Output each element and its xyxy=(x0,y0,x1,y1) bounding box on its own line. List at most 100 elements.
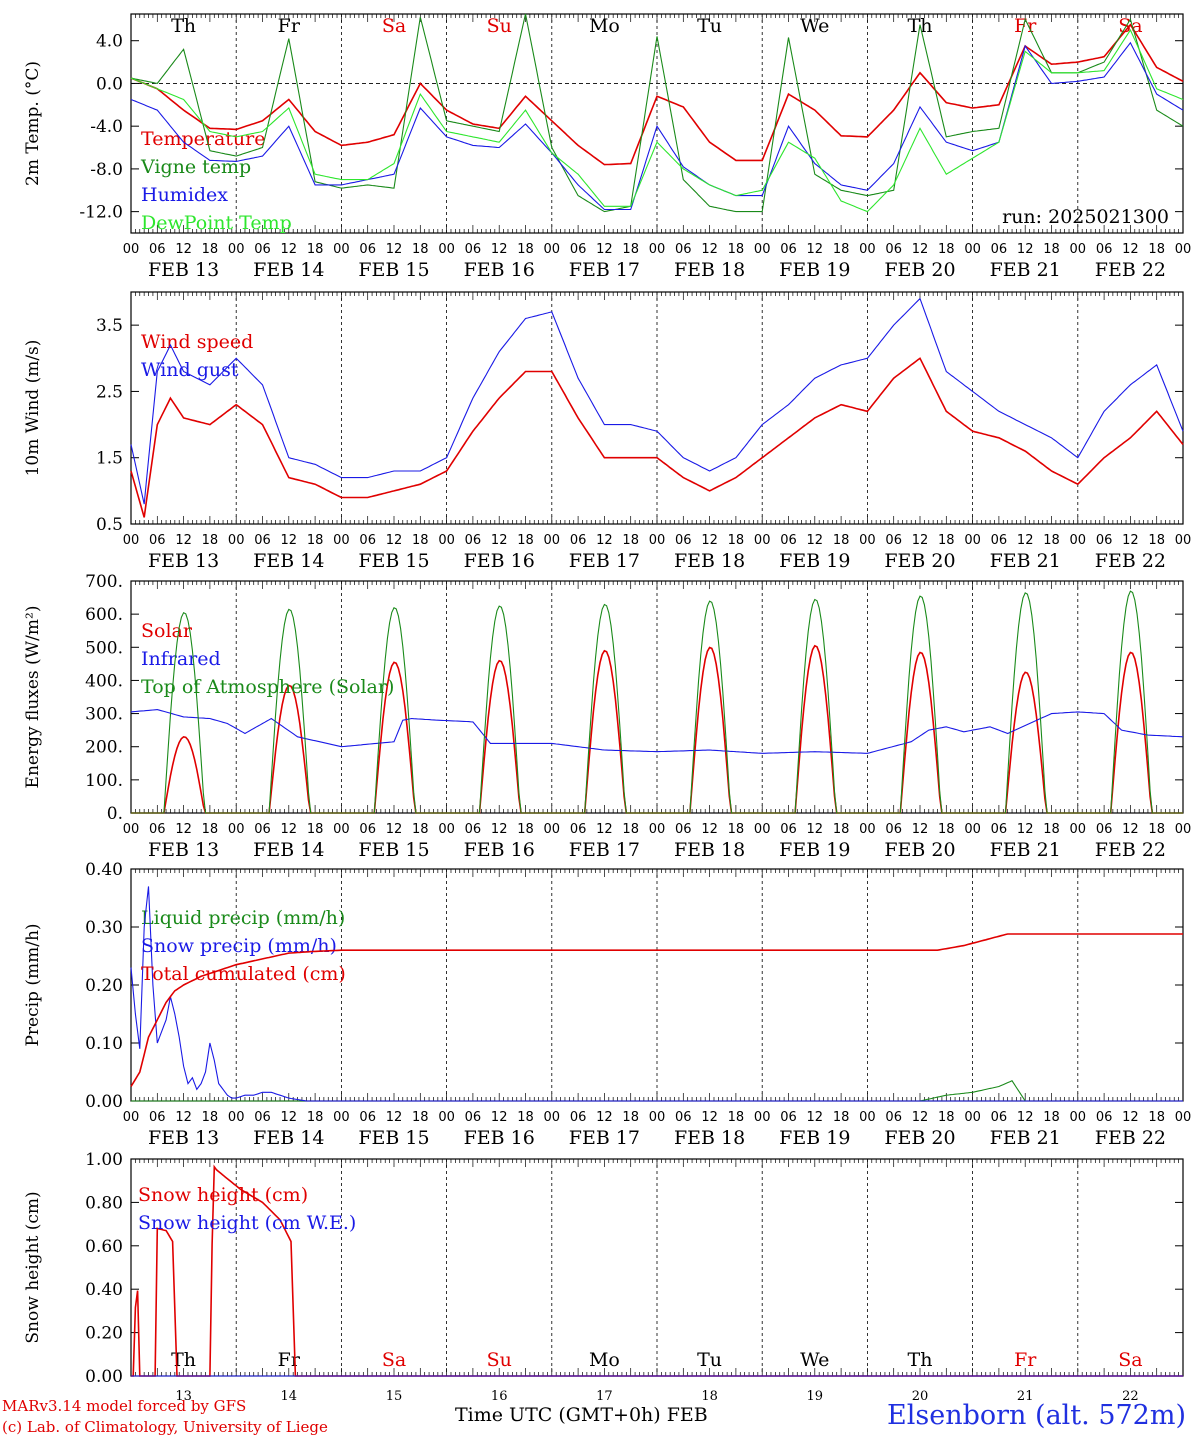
hour-tick-label: 12 xyxy=(912,533,929,548)
hour-tick-label: 18 xyxy=(517,1110,534,1125)
hour-tick-label: 12 xyxy=(281,242,298,257)
hour-tick-label: 00 xyxy=(859,822,876,837)
hour-tick-label: 18 xyxy=(412,822,429,837)
hour-tick-label: 06 xyxy=(1096,533,1113,548)
hour-tick-label: 18 xyxy=(622,1110,639,1125)
hour-tick-label: 00 xyxy=(228,242,245,257)
date-label: FEB 20 xyxy=(884,1127,955,1149)
hour-tick-label: 06 xyxy=(359,242,376,257)
hour-tick-label: 06 xyxy=(254,1110,271,1125)
hour-tick-label: 00 xyxy=(228,533,245,548)
date-label: FEB 15 xyxy=(358,550,429,572)
hour-tick-label: 00 xyxy=(754,1110,771,1125)
hour-tick-label: 00 xyxy=(333,822,350,837)
date-label: FEB 19 xyxy=(779,839,850,861)
weekday-label: Th xyxy=(908,1349,933,1371)
series-line-top-of-atmosphere-solar xyxy=(131,590,1183,814)
y-tick-label: 0.20 xyxy=(85,1324,123,1344)
series-line-wind-gust xyxy=(130,297,1184,505)
hour-tick-label: 00 xyxy=(964,822,981,837)
date-label: FEB 21 xyxy=(990,550,1061,572)
hour-tick-label: 00 xyxy=(1070,822,1087,837)
hour-tick-label: 06 xyxy=(149,1110,166,1125)
hour-tick-label: 18 xyxy=(202,242,219,257)
legend-temperature: Temperature xyxy=(141,128,265,150)
date-label: FEB 19 xyxy=(779,1127,850,1149)
weekday-label: Th xyxy=(171,1349,196,1371)
hour-tick-label: 12 xyxy=(386,533,403,548)
hour-tick-label: 00 xyxy=(859,1110,876,1125)
hour-tick-label: 18 xyxy=(938,242,955,257)
hour-tick-label: 06 xyxy=(991,822,1008,837)
hour-tick-label: 12 xyxy=(1017,822,1034,837)
hour-tick-label: 00 xyxy=(1175,1110,1192,1125)
day-number-label: 20 xyxy=(912,1389,929,1404)
hour-tick-label: 06 xyxy=(675,1110,692,1125)
hour-tick-label: 06 xyxy=(254,533,271,548)
date-label: FEB 15 xyxy=(358,259,429,281)
date-label: FEB 22 xyxy=(1095,839,1166,861)
hour-tick-label: 06 xyxy=(885,1110,902,1125)
hour-tick-label: 06 xyxy=(570,242,587,257)
hour-tick-label: 06 xyxy=(465,1110,482,1125)
hour-tick-label: 06 xyxy=(675,533,692,548)
y-tick-label: 0.40 xyxy=(85,1280,123,1300)
hour-tick-label: 06 xyxy=(675,822,692,837)
hour-tick-label: 18 xyxy=(517,822,534,837)
date-label: FEB 19 xyxy=(779,259,850,281)
hour-tick-label: 12 xyxy=(1017,242,1034,257)
y-tick-label: 2.5 xyxy=(96,382,123,402)
hour-tick-label: 18 xyxy=(307,242,324,257)
hour-tick-label: 12 xyxy=(1017,533,1034,548)
date-label: FEB 14 xyxy=(253,259,324,281)
hour-tick-label: 00 xyxy=(228,822,245,837)
hour-tick-label: 00 xyxy=(649,242,666,257)
hour-tick-label: 06 xyxy=(991,533,1008,548)
legend-snow-precip-mm-h: Snow precip (mm/h) xyxy=(141,935,337,957)
y-tick-label: 700. xyxy=(85,572,123,592)
y-tick-label: 1.5 xyxy=(96,449,123,469)
date-label: FEB 21 xyxy=(990,1127,1061,1149)
hour-tick-label: 00 xyxy=(544,242,561,257)
hour-tick-label: 00 xyxy=(1070,533,1087,548)
lab-credit: (c) Lab. of Climatology, University of L… xyxy=(2,1418,328,1436)
hour-tick-label: 18 xyxy=(412,242,429,257)
date-label: FEB 21 xyxy=(990,839,1061,861)
y-tick-label: 0.60 xyxy=(85,1237,123,1257)
hour-tick-label: 12 xyxy=(386,1110,403,1125)
day-number-label: 18 xyxy=(701,1389,718,1404)
y-tick-label: 300. xyxy=(85,705,123,725)
model-credit: MARv3.14 model forced by GFS xyxy=(2,1397,247,1415)
date-label: FEB 13 xyxy=(148,1127,219,1149)
date-label: FEB 17 xyxy=(569,1127,640,1149)
hour-tick-label: 06 xyxy=(780,533,797,548)
date-label: FEB 17 xyxy=(569,839,640,861)
y-axis-label: 2m Temp. (°C) xyxy=(23,61,43,186)
hour-tick-label: 18 xyxy=(938,1110,955,1125)
date-label: FEB 18 xyxy=(674,839,745,861)
hour-tick-label: 00 xyxy=(438,822,455,837)
hour-tick-label: 12 xyxy=(281,1110,298,1125)
hour-tick-label: 06 xyxy=(570,1110,587,1125)
y-tick-label: 400. xyxy=(85,671,123,691)
date-label: FEB 22 xyxy=(1095,550,1166,572)
weekday-label: Tu xyxy=(697,15,722,37)
hour-tick-label: 00 xyxy=(438,1110,455,1125)
date-label: FEB 22 xyxy=(1095,259,1166,281)
hour-tick-label: 18 xyxy=(202,1110,219,1125)
date-label: FEB 16 xyxy=(464,550,535,572)
hour-tick-label: 06 xyxy=(254,242,271,257)
hour-tick-label: 12 xyxy=(175,242,192,257)
y-tick-label: 600. xyxy=(85,605,123,625)
date-label: FEB 21 xyxy=(990,259,1061,281)
hour-tick-label: 00 xyxy=(649,822,666,837)
hour-tick-label: 06 xyxy=(780,822,797,837)
hour-tick-label: 00 xyxy=(228,1110,245,1125)
day-number-label: 17 xyxy=(596,1389,613,1404)
series-line-snow-precip-mm-h xyxy=(130,886,1183,1102)
date-label: FEB 20 xyxy=(884,259,955,281)
hour-tick-label: 12 xyxy=(807,242,824,257)
hour-tick-label: 12 xyxy=(175,822,192,837)
hour-tick-label: 00 xyxy=(1175,822,1192,837)
